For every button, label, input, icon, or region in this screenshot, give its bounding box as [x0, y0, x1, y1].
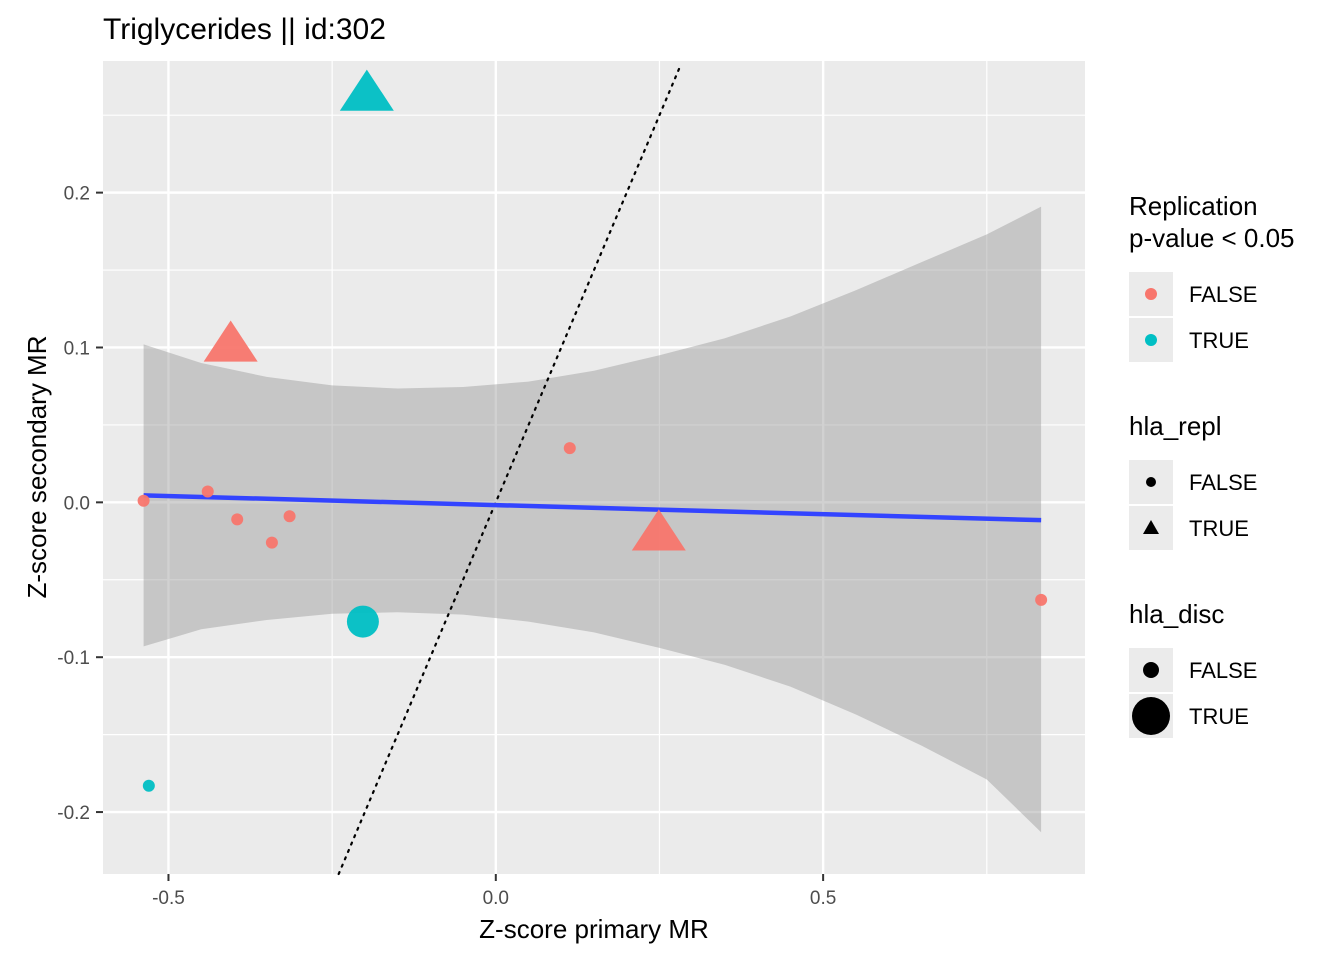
plot-panel: [103, 61, 1085, 874]
legend-key-dot: [1145, 334, 1157, 346]
legend-key-size: [1143, 662, 1159, 678]
data-point-triangle: [339, 69, 394, 111]
legend-title: hla_disc: [1129, 599, 1224, 629]
x-axis-title: Z-score primary MR: [479, 914, 709, 944]
identity-line: [337, 67, 681, 876]
legend-entry-label: FALSE: [1189, 470, 1257, 495]
x-tick-label: 0.0: [483, 888, 509, 909]
legend-entry-label: FALSE: [1189, 658, 1257, 683]
y-tick-label: -0.2: [57, 803, 90, 824]
legend-entry-label: TRUE: [1189, 516, 1249, 541]
y-tick-label: 0.1: [64, 338, 90, 359]
legend-title: hla_repl: [1129, 411, 1222, 441]
data-point-circle: [283, 510, 296, 523]
legend-key-size: [1132, 697, 1170, 735]
axes-layer: -0.5 0.0 0.5 -0.2 -0.1 0.0 0.1 0.2: [57, 184, 836, 909]
legend-key-dot: [1145, 288, 1157, 300]
legend-title: p-value < 0.05: [1129, 223, 1295, 253]
x-tick-label: -0.5: [152, 888, 185, 909]
data-point-circle: [142, 779, 155, 792]
x-tick-label: 0.5: [810, 888, 836, 909]
legend-key-triangle: [1143, 520, 1159, 534]
legend-key-circle: [1146, 477, 1156, 487]
chart-title: Triglycerides || id:302: [103, 13, 386, 46]
y-tick-label: -0.1: [57, 648, 90, 669]
y-axis-title: Z-score secondary MR: [22, 336, 52, 599]
data-point-circle: [265, 536, 278, 549]
y-tick-label: 0.2: [64, 184, 90, 205]
data-point-triangle: [203, 320, 258, 362]
legend-entry-label: TRUE: [1189, 328, 1249, 353]
data-point-circle: [346, 605, 379, 638]
points-layer: [137, 69, 1048, 792]
legend-title: Replication: [1129, 191, 1258, 221]
confidence-band-layer: [143, 206, 1042, 833]
legend-entry-label: FALSE: [1189, 282, 1257, 307]
data-point-circle: [563, 442, 576, 455]
data-point-circle: [201, 485, 214, 498]
grid-lines: [103, 61, 1085, 874]
confidence-band: [143, 206, 1042, 833]
y-tick-label: 0.0: [64, 493, 90, 514]
data-point-triangle: [631, 509, 686, 551]
data-point-circle: [231, 513, 244, 526]
data-point-circle: [137, 494, 150, 507]
data-point-circle: [1035, 593, 1048, 606]
reference-lines-layer: [143, 67, 1042, 876]
regression-line: [143, 493, 1042, 523]
legend-entry-label: TRUE: [1189, 704, 1249, 729]
